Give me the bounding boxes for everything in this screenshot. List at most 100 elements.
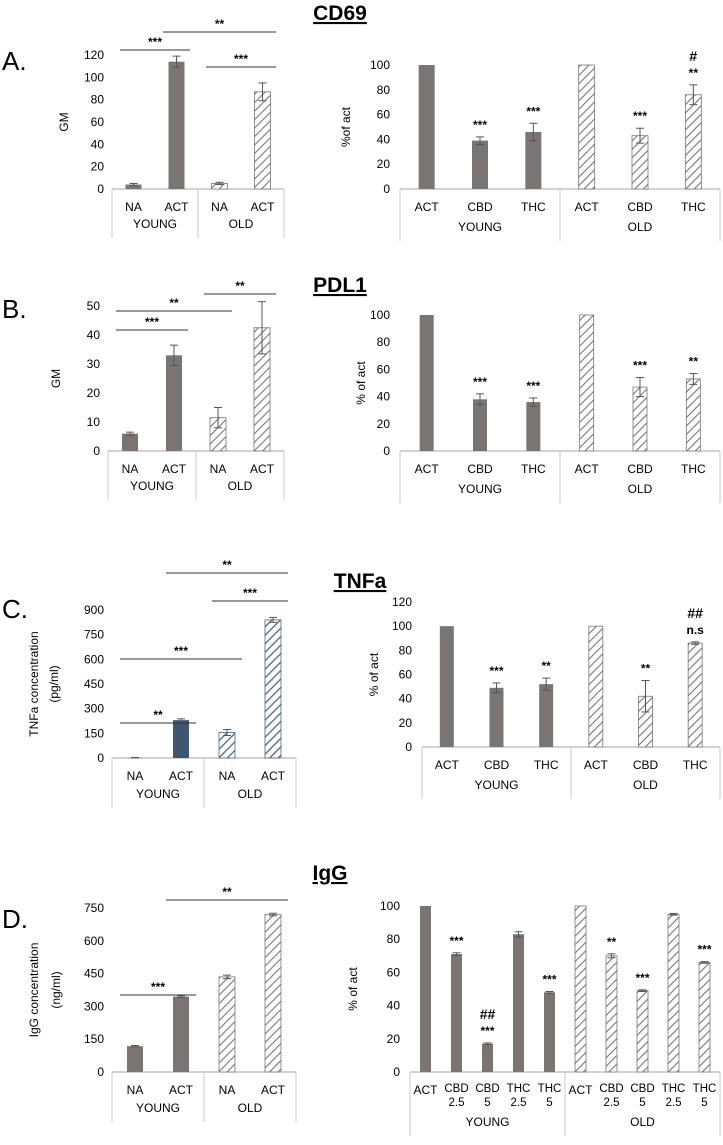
y-tick-label: 0 xyxy=(97,751,104,765)
group-label: YOUNG xyxy=(130,479,174,493)
group-label: OLD xyxy=(238,787,263,801)
group-label: YOUNG xyxy=(136,1101,180,1115)
x-tick-label: CBD 5 xyxy=(630,1083,654,1109)
significance-label: *** xyxy=(473,118,487,132)
significance-label: ** xyxy=(235,279,245,293)
bar xyxy=(419,315,434,451)
x-tick-label: ACT xyxy=(575,200,600,214)
bar xyxy=(473,399,487,451)
y-tick-label: 150 xyxy=(84,726,104,740)
x-tick-label: ACT xyxy=(415,462,440,476)
chart-d-left: 0 150 300 450 600 750 IgG concentration (ng/ml)… xyxy=(27,885,297,1122)
x-tick-label: NA xyxy=(125,200,142,214)
bar xyxy=(439,626,454,747)
y-tick-label: 20 xyxy=(399,716,413,730)
bar xyxy=(544,992,555,1072)
x-tick-label: NA xyxy=(219,769,236,783)
x-tick-label: ACT xyxy=(575,462,600,476)
significance-label: ** xyxy=(222,558,232,572)
x-tick-label: ACT xyxy=(584,758,609,772)
significance-label: ** xyxy=(607,935,617,949)
x-tick-label: ACT xyxy=(435,758,460,772)
x-tick-label: CBD xyxy=(627,200,653,214)
x-tick-label: ACT xyxy=(169,1083,194,1097)
bar xyxy=(605,955,618,1073)
x-tick-label: THC 5 xyxy=(538,1083,562,1109)
bar xyxy=(127,1046,143,1072)
y-tick-label: 600 xyxy=(84,934,104,948)
group-label: OLD xyxy=(633,778,658,792)
y-tick-label: 750 xyxy=(84,901,104,915)
x-tick-label-line: 5 xyxy=(484,1097,490,1109)
x-tick-label: NA xyxy=(127,769,144,783)
group-label: YOUNG xyxy=(474,778,518,792)
y-tick-label: 40 xyxy=(377,390,391,404)
significance-label: *** xyxy=(449,934,463,948)
x-tick-label: NA xyxy=(127,1083,144,1097)
y-tick-label: 40 xyxy=(399,692,413,706)
panel-letter-a: A. xyxy=(2,46,27,76)
y-tick-label: 40 xyxy=(87,328,101,342)
x-tick-label-line: 5 xyxy=(546,1097,552,1109)
chart-a-right: 0 20 40 60 80 100 %of act ACT CBD THC ACT CBD THC YOU… xyxy=(339,48,721,241)
x-tick-label: ACT xyxy=(169,769,194,783)
significance-label: n.s xyxy=(686,623,704,637)
x-tick-label: NA xyxy=(219,1083,236,1097)
group-label: YOUNG xyxy=(458,220,502,234)
y-tick-label: 0 xyxy=(93,444,100,458)
group-label: YOUNG xyxy=(458,482,502,496)
x-tick-label: ACT xyxy=(261,769,286,783)
y-tick-label: 100 xyxy=(380,899,400,913)
y-tick-label: 80 xyxy=(377,335,391,349)
x-tick-label: NA xyxy=(122,462,139,476)
x-tick-label: CBD 2.5 xyxy=(444,1083,468,1109)
x-tick-label-line: THC xyxy=(662,1083,686,1095)
y-tick-label: 600 xyxy=(84,652,104,666)
bar xyxy=(667,913,680,1073)
significance-label: *** xyxy=(635,971,649,985)
y-tick-label: 100 xyxy=(84,70,104,84)
group-label: OLD xyxy=(630,1115,655,1129)
x-tick-label: CBD xyxy=(484,758,510,772)
bar xyxy=(539,684,554,747)
x-tick-label: THC xyxy=(683,758,708,772)
bar xyxy=(698,962,711,1073)
group-label: OLD xyxy=(628,220,653,234)
y-axis-label: IgG concentration xyxy=(27,943,41,1038)
y-tick-label: 60 xyxy=(377,362,391,376)
significance-label: ** xyxy=(153,708,163,722)
x-tick-label: THC xyxy=(521,200,546,214)
bar xyxy=(482,1043,493,1072)
x-tick-label: THC 2.5 xyxy=(662,1083,686,1109)
bar xyxy=(125,184,142,189)
significance-label: *** xyxy=(473,375,487,389)
x-tick-label-line: CBD xyxy=(475,1083,499,1095)
hash-annotation: # xyxy=(689,48,697,64)
bar xyxy=(122,433,138,451)
x-tick-label: ACT xyxy=(165,200,190,214)
x-tick-label: ACT xyxy=(250,462,275,476)
x-tick-label: CBD xyxy=(467,200,493,214)
y-axis-label: % of act xyxy=(346,967,360,1011)
chart-c-right: 0 20 40 60 80 100 120 % of act ACT CBD THC ACT CBD TH… xyxy=(367,595,721,799)
x-tick-label: THC xyxy=(521,462,546,476)
significance-label: *** xyxy=(151,980,165,994)
y-tick-label: 0 xyxy=(97,1065,104,1079)
group-label: YOUNG xyxy=(133,217,177,231)
significance-label: *** xyxy=(148,35,162,49)
y-tick-label: 40 xyxy=(91,137,105,151)
y-tick-label: 20 xyxy=(87,386,101,400)
significance-label: *** xyxy=(633,359,647,373)
y-tick-label: 20 xyxy=(387,1032,401,1046)
y-axis-label: GM xyxy=(49,369,63,388)
y-tick-label: 300 xyxy=(84,702,104,716)
y-tick-label: 80 xyxy=(387,932,401,946)
bar xyxy=(418,65,435,189)
bar xyxy=(685,378,701,452)
y-tick-label: 100 xyxy=(392,619,412,633)
y-tick-label: 450 xyxy=(84,967,104,981)
panel-title-pdl1: PDL1 xyxy=(313,274,367,297)
y-tick-label: 150 xyxy=(84,1032,104,1046)
